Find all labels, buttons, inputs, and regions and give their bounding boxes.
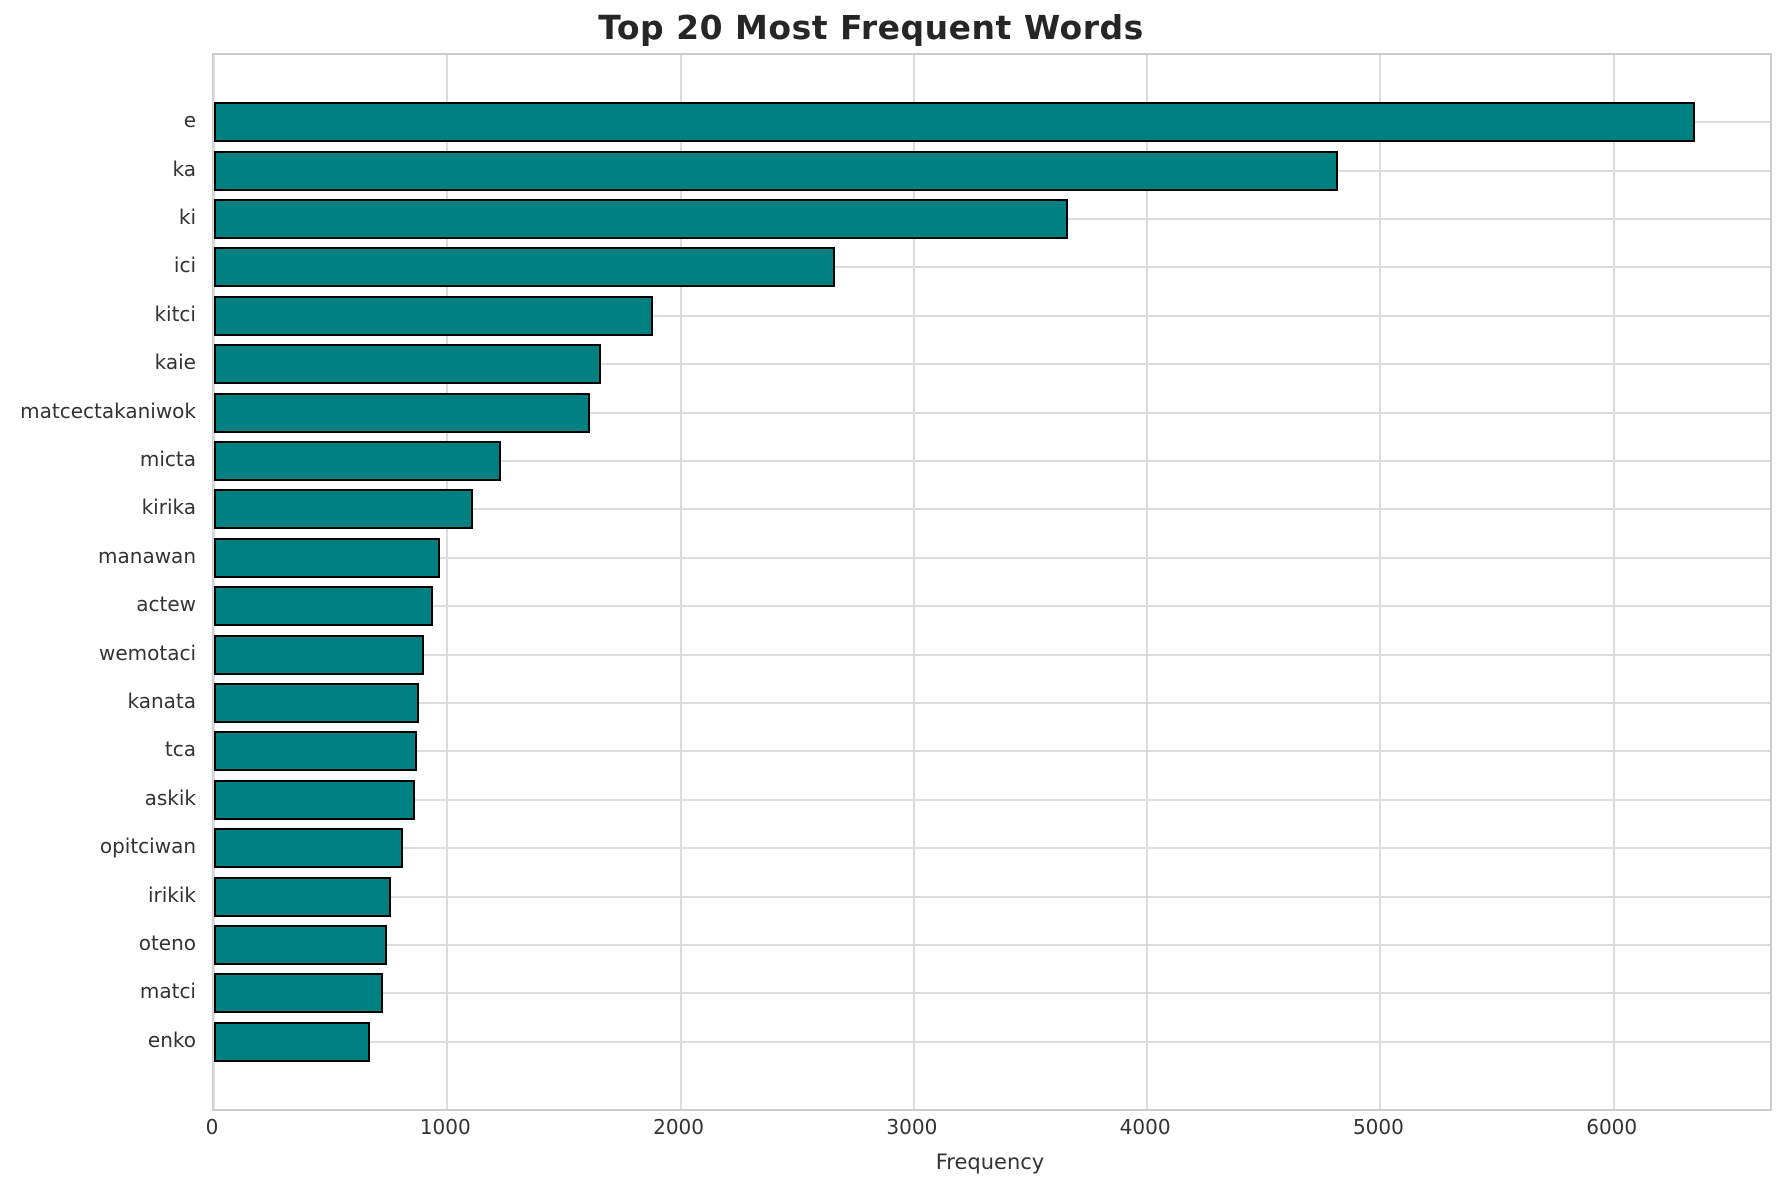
y-gridline bbox=[214, 556, 1770, 559]
bar-irikik bbox=[214, 876, 392, 917]
y-gridline bbox=[214, 847, 1770, 850]
bar-opitciwan bbox=[214, 828, 403, 869]
bar-tca bbox=[214, 731, 417, 772]
x-tick-label: 4000 bbox=[1119, 1115, 1171, 1139]
bar-askik bbox=[214, 779, 415, 820]
y-gridline bbox=[214, 460, 1770, 462]
y-tick-label: tca bbox=[164, 737, 196, 762]
bar-e bbox=[214, 102, 1696, 143]
bar-kitci bbox=[214, 295, 653, 336]
y-tick-label: enko bbox=[147, 1027, 196, 1052]
bar-wemotaci bbox=[214, 634, 424, 675]
y-gridline bbox=[214, 702, 1770, 704]
bar-micta bbox=[214, 441, 501, 481]
bar-manawan bbox=[214, 537, 441, 578]
y-tick-label: irikik bbox=[147, 882, 196, 907]
bar-kaie bbox=[214, 344, 602, 385]
y-tick-label: oteno bbox=[138, 931, 196, 955]
bar-actew bbox=[214, 586, 434, 627]
x-tick-label: 0 bbox=[205, 1115, 219, 1139]
y-tick-label: kirika bbox=[141, 495, 196, 520]
y-gridline bbox=[214, 411, 1770, 414]
bar-oteno bbox=[214, 925, 387, 965]
y-tick-label: kitci bbox=[154, 301, 196, 326]
y-tick-label: matcectakaniwok bbox=[20, 398, 196, 423]
y-gridline bbox=[214, 266, 1770, 269]
bar-ici bbox=[214, 247, 835, 288]
x-gridline bbox=[1612, 55, 1615, 1109]
y-gridline bbox=[214, 508, 1770, 511]
x-gridline bbox=[1146, 55, 1149, 1109]
x-tick-label: 5000 bbox=[1352, 1115, 1404, 1139]
bar-matcectakaniwok bbox=[214, 392, 590, 433]
bar-enko bbox=[214, 1021, 371, 1062]
x-gridline bbox=[213, 55, 215, 1109]
y-gridline bbox=[214, 314, 1770, 317]
plot-area bbox=[212, 53, 1772, 1111]
bar-kanata bbox=[214, 683, 420, 723]
y-tick-label: wemotaci bbox=[98, 640, 196, 665]
y-tick-label: actew bbox=[136, 592, 196, 617]
y-gridline bbox=[214, 895, 1770, 898]
y-tick-label: opitciwan bbox=[99, 834, 196, 859]
y-gridline bbox=[214, 363, 1770, 366]
x-tick-label: 1000 bbox=[419, 1115, 471, 1139]
bar-kirika bbox=[214, 489, 473, 530]
y-tick-label: ici bbox=[173, 253, 196, 278]
y-tick-label: askik bbox=[144, 785, 196, 810]
bar-matci bbox=[214, 973, 384, 1014]
x-axis-label: Frequency bbox=[935, 1150, 1045, 1174]
y-tick-label: ki bbox=[178, 205, 196, 229]
y-tick-label: ka bbox=[172, 156, 197, 181]
x-tick-label: 6000 bbox=[1586, 1115, 1638, 1139]
x-gridline bbox=[679, 55, 682, 1109]
bar-ki bbox=[214, 199, 1068, 239]
y-gridline bbox=[214, 1040, 1770, 1043]
y-tick-label: matci bbox=[139, 979, 196, 1004]
x-gridline bbox=[1379, 55, 1382, 1109]
x-gridline bbox=[446, 55, 449, 1109]
y-gridline bbox=[214, 992, 1770, 995]
chart-title: Top 20 Most Frequent Words bbox=[598, 8, 1144, 47]
y-tick-label: e bbox=[183, 108, 196, 133]
y-gridline bbox=[214, 653, 1770, 656]
x-tick-label: 3000 bbox=[886, 1115, 938, 1139]
bar-ka bbox=[214, 150, 1339, 191]
y-gridline bbox=[214, 944, 1770, 946]
y-gridline bbox=[214, 798, 1770, 801]
y-tick-label: kaie bbox=[154, 350, 196, 375]
y-gridline bbox=[214, 605, 1770, 608]
y-gridline bbox=[214, 750, 1770, 753]
y-tick-label: micta bbox=[139, 447, 196, 471]
x-tick-label: 2000 bbox=[653, 1115, 705, 1139]
x-gridline bbox=[912, 55, 915, 1109]
y-tick-label: manawan bbox=[98, 543, 196, 568]
y-tick-label: kanata bbox=[127, 689, 196, 713]
